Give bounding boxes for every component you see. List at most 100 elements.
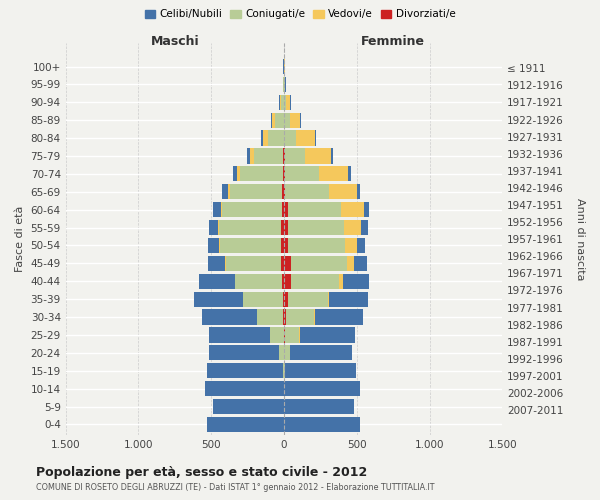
Bar bbox=[284, 256, 291, 271]
Bar bbox=[283, 166, 284, 182]
Bar bbox=[219, 238, 220, 253]
Bar bbox=[329, 184, 357, 200]
Bar bbox=[284, 130, 296, 146]
Bar bbox=[235, 274, 282, 289]
Bar bbox=[357, 238, 365, 253]
Bar bbox=[344, 220, 361, 235]
Bar bbox=[208, 238, 219, 253]
Bar bbox=[361, 220, 368, 235]
Bar bbox=[202, 310, 257, 324]
Bar bbox=[290, 112, 300, 128]
Bar bbox=[271, 328, 284, 342]
Bar bbox=[286, 184, 329, 200]
Bar bbox=[205, 381, 284, 396]
Bar bbox=[275, 112, 284, 128]
Bar bbox=[328, 292, 329, 306]
Bar bbox=[284, 274, 291, 289]
Bar bbox=[319, 166, 348, 182]
Bar bbox=[230, 184, 282, 200]
Bar bbox=[347, 256, 354, 271]
Bar bbox=[221, 202, 222, 218]
Bar bbox=[254, 148, 283, 164]
Bar bbox=[284, 363, 285, 378]
Text: Popolazione per età, sesso e stato civile - 2012: Popolazione per età, sesso e stato civil… bbox=[36, 466, 367, 479]
Bar bbox=[286, 310, 314, 324]
Bar bbox=[299, 328, 355, 342]
Bar bbox=[281, 94, 284, 110]
Bar bbox=[284, 417, 359, 432]
Bar bbox=[247, 148, 250, 164]
Bar bbox=[194, 292, 243, 306]
Bar bbox=[314, 310, 362, 324]
Bar bbox=[219, 220, 281, 235]
Bar bbox=[281, 256, 284, 271]
Bar bbox=[289, 238, 345, 253]
Bar bbox=[222, 184, 227, 200]
Bar bbox=[220, 238, 281, 253]
Bar bbox=[218, 220, 219, 235]
Bar bbox=[207, 417, 284, 432]
Bar bbox=[278, 345, 284, 360]
Bar bbox=[282, 274, 284, 289]
Bar bbox=[300, 112, 301, 128]
Bar bbox=[291, 256, 347, 271]
Y-axis label: Anni di nascita: Anni di nascita bbox=[575, 198, 585, 280]
Bar bbox=[209, 220, 218, 235]
Bar bbox=[284, 184, 286, 200]
Bar bbox=[329, 292, 368, 306]
Bar bbox=[289, 220, 344, 235]
Bar bbox=[284, 328, 299, 342]
Bar bbox=[284, 112, 290, 128]
Bar bbox=[282, 184, 284, 200]
Bar bbox=[343, 274, 369, 289]
Bar bbox=[284, 202, 289, 218]
Bar bbox=[280, 94, 281, 110]
Bar bbox=[209, 328, 271, 342]
Bar bbox=[284, 292, 289, 306]
Bar bbox=[345, 238, 357, 253]
Bar bbox=[284, 310, 286, 324]
Bar bbox=[279, 94, 280, 110]
Bar bbox=[285, 166, 319, 182]
Bar bbox=[284, 220, 289, 235]
Bar bbox=[291, 274, 339, 289]
Bar bbox=[357, 184, 361, 200]
Bar bbox=[315, 130, 316, 146]
Bar bbox=[226, 256, 281, 271]
Bar bbox=[284, 381, 359, 396]
Bar bbox=[282, 202, 284, 218]
Bar bbox=[285, 363, 356, 378]
Bar bbox=[341, 202, 364, 218]
Bar bbox=[208, 363, 283, 378]
Bar bbox=[283, 292, 284, 306]
Bar bbox=[272, 112, 275, 128]
Bar bbox=[284, 94, 286, 110]
Bar bbox=[214, 202, 221, 218]
Bar bbox=[354, 256, 367, 271]
Text: COMUNE DI ROSETO DEGLI ABRUZZI (TE) - Dati ISTAT 1° gennaio 2012 - Elaborazione : COMUNE DI ROSETO DEGLI ABRUZZI (TE) - Da… bbox=[36, 483, 434, 492]
Bar bbox=[281, 220, 284, 235]
Bar bbox=[209, 345, 278, 360]
Bar bbox=[263, 130, 268, 146]
Text: Maschi: Maschi bbox=[151, 35, 199, 48]
Y-axis label: Fasce di età: Fasce di età bbox=[15, 206, 25, 272]
Bar bbox=[281, 238, 284, 253]
Bar bbox=[241, 166, 283, 182]
Bar bbox=[296, 130, 315, 146]
Bar bbox=[233, 166, 238, 182]
Bar bbox=[290, 345, 352, 360]
Bar bbox=[261, 130, 263, 146]
Bar bbox=[289, 292, 328, 306]
Text: Femmine: Femmine bbox=[361, 35, 425, 48]
Bar bbox=[348, 166, 350, 182]
Bar bbox=[364, 202, 369, 218]
Legend: Celibi/Nubili, Coniugati/e, Vedovi/e, Divorziati/e: Celibi/Nubili, Coniugati/e, Vedovi/e, Di… bbox=[140, 5, 460, 24]
Bar bbox=[227, 184, 230, 200]
Bar bbox=[257, 310, 283, 324]
Bar bbox=[305, 148, 331, 164]
Bar bbox=[283, 363, 284, 378]
Bar bbox=[222, 202, 282, 218]
Bar bbox=[289, 202, 341, 218]
Bar bbox=[212, 399, 284, 414]
Bar bbox=[284, 238, 289, 253]
